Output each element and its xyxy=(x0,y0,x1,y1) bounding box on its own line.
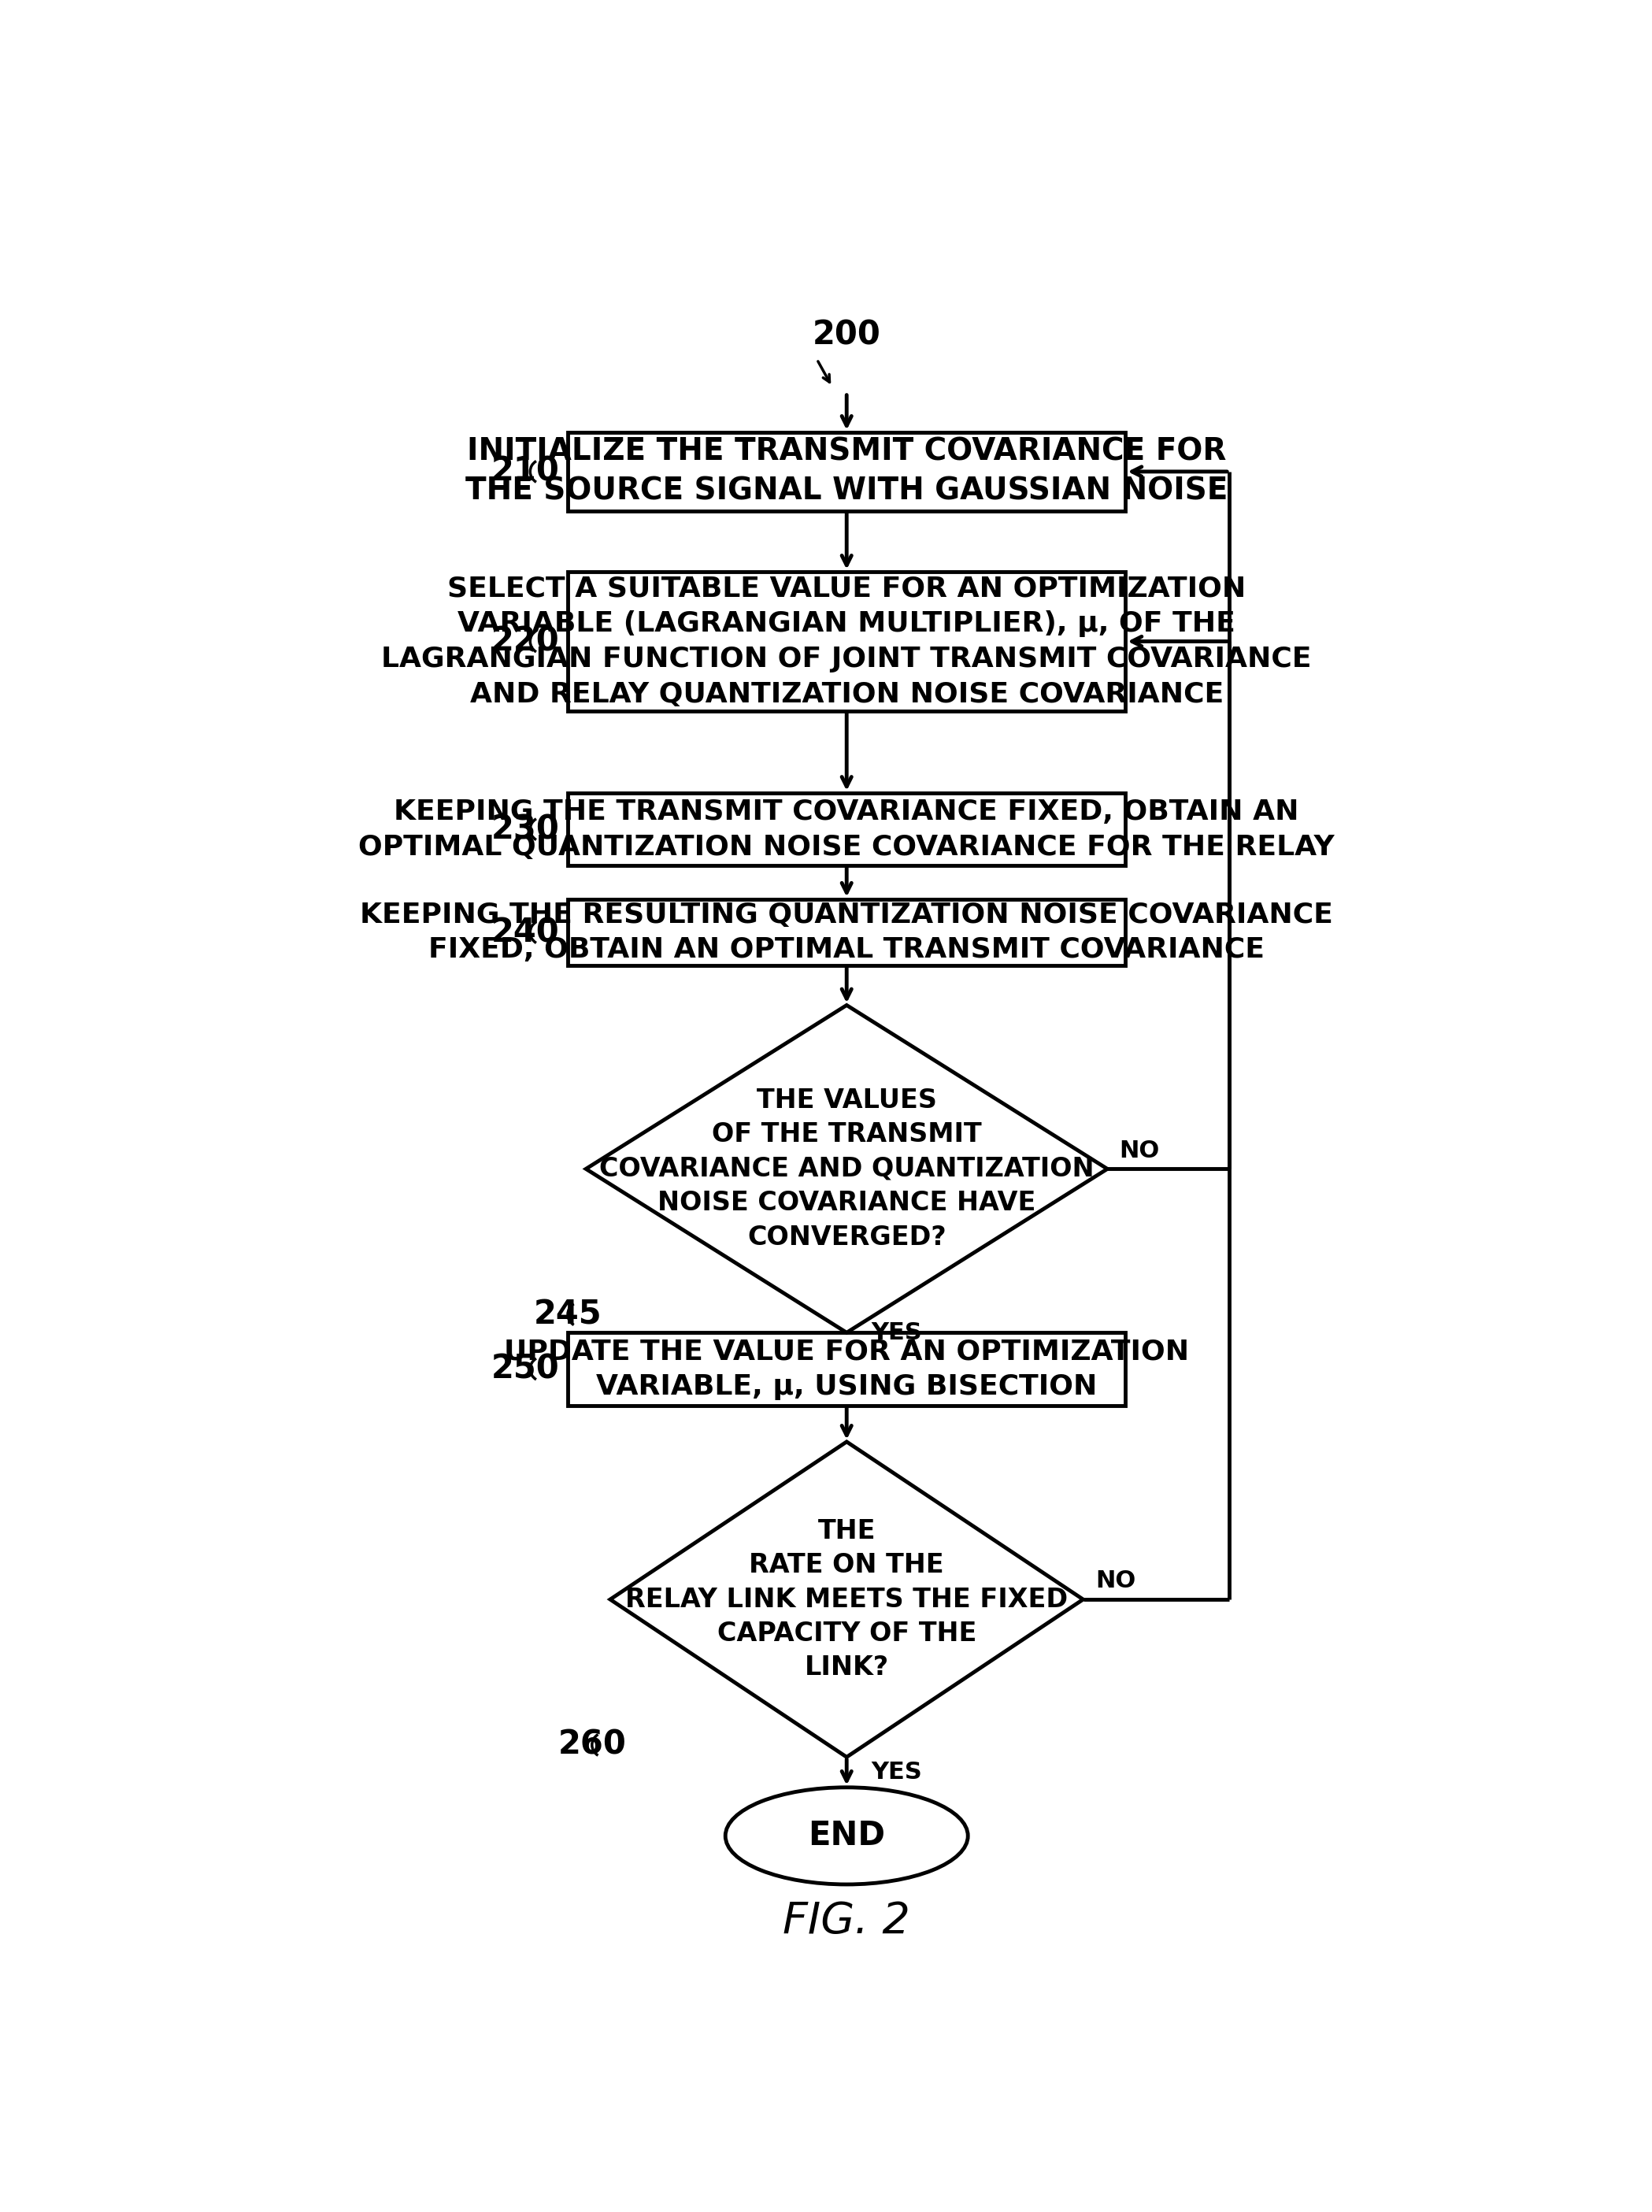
Ellipse shape xyxy=(725,1787,968,1885)
Text: 245: 245 xyxy=(534,1298,601,1332)
Text: THE
RATE ON THE
RELAY LINK MEETS THE FIXED
CAPACITY OF THE
LINK?: THE RATE ON THE RELAY LINK MEETS THE FIX… xyxy=(626,1517,1067,1681)
Bar xyxy=(568,792,1125,865)
Text: 240: 240 xyxy=(491,916,560,949)
Text: FIG. 2: FIG. 2 xyxy=(783,1900,910,1942)
Bar xyxy=(568,1332,1125,1405)
Text: 260: 260 xyxy=(558,1728,626,1761)
Text: YES: YES xyxy=(871,1761,922,1783)
Text: YES: YES xyxy=(871,1321,922,1345)
Text: INITIALIZE THE TRANSMIT COVARIANCE FOR
THE SOURCE SIGNAL WITH GAUSSIAN NOISE: INITIALIZE THE TRANSMIT COVARIANCE FOR T… xyxy=(466,438,1227,507)
Text: SELECT A SUITABLE VALUE FOR AN OPTIMIZATION
VARIABLE (LAGRANGIAN MULTIPLIER), μ,: SELECT A SUITABLE VALUE FOR AN OPTIMIZAT… xyxy=(382,575,1312,708)
Text: END: END xyxy=(808,1818,885,1851)
Text: NO: NO xyxy=(1120,1139,1160,1161)
Bar xyxy=(568,898,1125,967)
Text: 210: 210 xyxy=(491,456,560,489)
Text: KEEPING THE TRANSMIT COVARIANCE FIXED, OBTAIN AN
OPTIMAL QUANTIZATION NOISE COVA: KEEPING THE TRANSMIT COVARIANCE FIXED, O… xyxy=(358,799,1335,860)
Text: THE VALUES
OF THE TRANSMIT
COVARIANCE AND QUANTIZATION
NOISE COVARIANCE HAVE
CON: THE VALUES OF THE TRANSMIT COVARIANCE AN… xyxy=(600,1088,1094,1250)
Text: 230: 230 xyxy=(491,812,560,845)
Bar xyxy=(568,571,1125,710)
Polygon shape xyxy=(586,1004,1107,1332)
Text: 200: 200 xyxy=(813,319,881,352)
Polygon shape xyxy=(610,1442,1084,1756)
Bar xyxy=(568,431,1125,511)
Text: 250: 250 xyxy=(491,1352,560,1385)
Text: NO: NO xyxy=(1095,1571,1135,1593)
Text: UPDATE THE VALUE FOR AN OPTIMIZATION
VARIABLE, μ, USING BISECTION: UPDATE THE VALUE FOR AN OPTIMIZATION VAR… xyxy=(504,1338,1189,1400)
Text: KEEPING THE RESULTING QUANTIZATION NOISE COVARIANCE
FIXED, OBTAIN AN OPTIMAL TRA: KEEPING THE RESULTING QUANTIZATION NOISE… xyxy=(360,902,1333,964)
Text: 220: 220 xyxy=(491,624,560,657)
